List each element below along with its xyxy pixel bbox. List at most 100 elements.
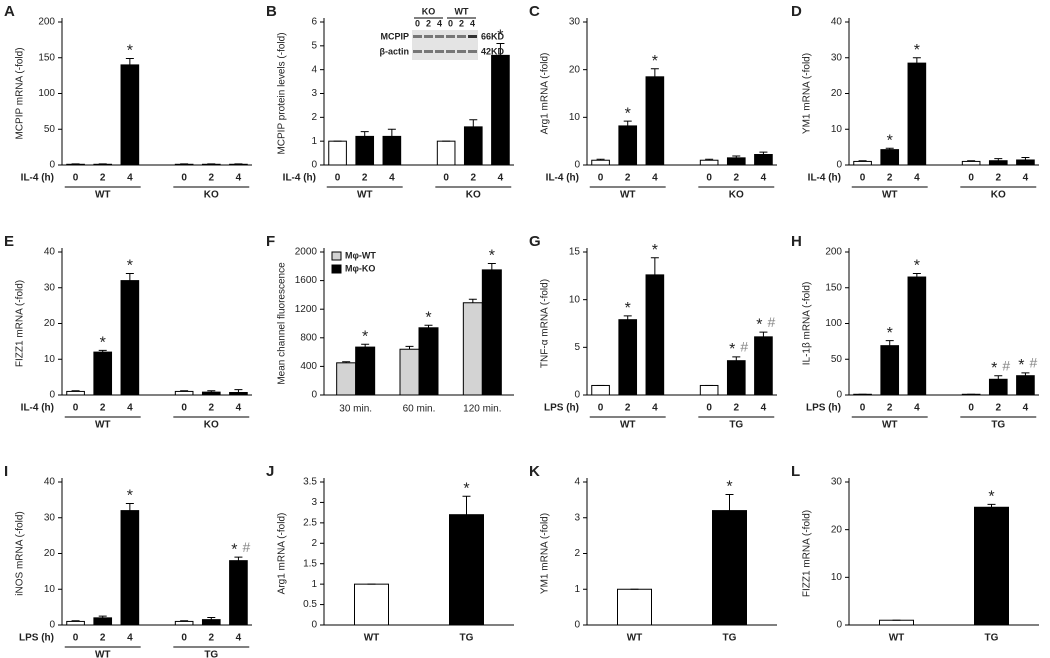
bar xyxy=(726,157,746,166)
y-tick-label: 400 xyxy=(300,361,317,372)
bar xyxy=(754,154,773,166)
bar xyxy=(399,348,420,396)
bar xyxy=(880,345,900,396)
y-tick-label: 20 xyxy=(44,548,56,559)
x-tick-label: 4 xyxy=(389,173,395,184)
error-bar xyxy=(623,120,632,126)
y-tick-label: 2.5 xyxy=(303,517,317,528)
group-label: KO xyxy=(204,190,219,201)
error-bar xyxy=(1021,156,1030,160)
x-tick-label: 4 xyxy=(236,633,242,644)
x-tick-label: 0 xyxy=(73,633,79,644)
y-tick-label: 20 xyxy=(569,64,581,75)
y-axis-label: Arg1 mRNA (-fold) xyxy=(277,513,288,595)
y-tick-label: 0 xyxy=(574,620,580,631)
y-tick-label: 30 xyxy=(44,512,56,523)
group-label: KO xyxy=(991,190,1006,201)
bar xyxy=(491,54,510,166)
bar xyxy=(617,588,652,626)
panel-letter: L xyxy=(791,463,800,480)
x-tick-label: 30 min. xyxy=(339,404,372,415)
significance-star: * xyxy=(914,42,920,59)
bar xyxy=(988,378,1008,396)
error-bar xyxy=(885,147,894,150)
y-tick-label: 0 xyxy=(49,390,55,401)
error-bar xyxy=(180,620,189,622)
significance-hash: # xyxy=(1030,355,1038,371)
bar xyxy=(66,390,85,396)
x-tick-label: 0 xyxy=(598,173,604,184)
group-label: WT xyxy=(620,420,636,431)
x-tick-label: 2 xyxy=(625,403,631,414)
panel-letter: J xyxy=(266,463,274,480)
blot-group: KO xyxy=(422,6,436,16)
error-bar xyxy=(469,119,478,127)
significance-hash: # xyxy=(1002,357,1010,373)
bar xyxy=(591,159,610,166)
group-label: KO xyxy=(204,420,219,431)
error-bar xyxy=(732,356,741,361)
bar xyxy=(463,126,483,166)
y-tick-label: 150 xyxy=(825,282,842,293)
x-tick-label: 0 xyxy=(860,403,866,414)
x-tick-label: 0 xyxy=(181,173,187,184)
x-tick-label: 4 xyxy=(498,173,504,184)
error-bar xyxy=(462,495,471,515)
y-tick-label: 20 xyxy=(831,88,843,99)
bar xyxy=(93,617,113,626)
y-tick-label: 1200 xyxy=(295,304,318,315)
x-axis-label: LPS (h) xyxy=(806,403,841,414)
y-tick-label: 0 xyxy=(836,620,842,631)
significance-star: * xyxy=(988,489,994,506)
x-tick-label: 120 min. xyxy=(463,404,501,415)
blot-lane: 0 xyxy=(448,18,453,28)
x-tick-label: TG xyxy=(723,633,737,644)
bar xyxy=(1016,159,1035,166)
bar xyxy=(699,384,719,396)
bar xyxy=(355,346,376,396)
significance-star: * xyxy=(652,242,658,259)
group-label: TG xyxy=(204,650,218,658)
y-tick-label: 2 xyxy=(574,548,580,559)
panel-letter: A xyxy=(4,3,15,20)
y-tick-label: 5 xyxy=(574,342,580,353)
bar xyxy=(961,160,981,166)
bar xyxy=(1016,375,1035,396)
blot-band xyxy=(413,50,422,53)
x-tick-label: TG xyxy=(985,633,999,644)
x-tick-label: 2 xyxy=(100,173,106,184)
bar xyxy=(382,135,402,166)
significance-star: * xyxy=(729,341,735,358)
x-tick-label: 0 xyxy=(968,173,974,184)
x-tick-label: WT xyxy=(627,633,643,644)
blot xyxy=(412,30,478,60)
group-label: WT xyxy=(620,190,636,201)
y-axis-label: MCPIP mRNA (-fold) xyxy=(15,47,26,139)
significance-star: * xyxy=(127,258,133,275)
significance-star: * xyxy=(127,488,133,505)
x-tick-label: 2 xyxy=(209,403,215,414)
group-label: WT xyxy=(357,190,373,201)
error-bar xyxy=(912,272,921,278)
blot-row: β-actin xyxy=(380,46,410,56)
bar xyxy=(974,506,1009,626)
error-bar xyxy=(71,390,80,392)
y-tick-label: 200 xyxy=(825,247,842,258)
x-tick-label: 4 xyxy=(127,173,133,184)
y-tick-label: 30 xyxy=(831,52,843,63)
y-tick-label: 0 xyxy=(836,160,842,171)
x-tick-label: 0 xyxy=(598,403,604,414)
significance-star: * xyxy=(231,541,237,558)
y-tick-label: 0 xyxy=(836,390,842,401)
y-axis-label: Mean channel fluorescence xyxy=(277,262,288,385)
significance-star: * xyxy=(497,28,503,45)
bar xyxy=(481,269,502,396)
significance-star: * xyxy=(425,310,431,327)
panel-letter: G xyxy=(529,233,541,250)
y-tick-label: 0 xyxy=(311,390,317,401)
y-tick-label: 3 xyxy=(311,497,317,508)
y-tick-label: 0 xyxy=(574,160,580,171)
legend-label: Mφ-WT xyxy=(345,250,376,260)
x-tick-label: TG xyxy=(460,633,474,644)
y-tick-label: 40 xyxy=(44,247,56,258)
